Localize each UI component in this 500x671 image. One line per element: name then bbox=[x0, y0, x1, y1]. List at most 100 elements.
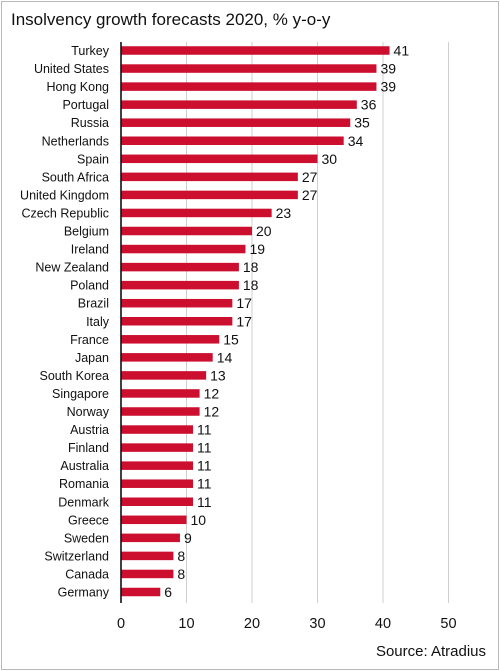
bar bbox=[121, 443, 194, 452]
category-label: Australia bbox=[60, 459, 109, 473]
category-label: Canada bbox=[65, 567, 109, 581]
category-label: Sweden bbox=[64, 531, 109, 545]
value-label: 17 bbox=[236, 313, 252, 329]
value-label: 8 bbox=[177, 566, 185, 582]
value-label: 11 bbox=[197, 458, 212, 474]
bar bbox=[121, 569, 174, 579]
x-tick-label: 0 bbox=[117, 616, 125, 632]
value-labels: 4139393635343027272320191818171715141312… bbox=[164, 43, 409, 601]
value-label: 9 bbox=[184, 530, 192, 546]
value-label: 27 bbox=[302, 187, 318, 203]
value-label: 35 bbox=[354, 115, 370, 131]
x-tick-label: 10 bbox=[178, 616, 194, 632]
category-label: Turkey bbox=[71, 44, 109, 58]
bar bbox=[121, 317, 233, 326]
bar bbox=[121, 136, 344, 145]
bar bbox=[121, 100, 357, 109]
category-label: Ireland bbox=[71, 243, 109, 257]
value-label: 30 bbox=[322, 151, 338, 167]
bar bbox=[121, 497, 194, 506]
bar bbox=[121, 461, 194, 470]
value-label: 39 bbox=[380, 79, 396, 95]
category-label: United Kingdom bbox=[20, 188, 109, 202]
bar bbox=[121, 64, 377, 73]
gridlines bbox=[186, 42, 449, 603]
category-label: Czech Republic bbox=[21, 206, 109, 220]
bar bbox=[121, 533, 180, 543]
category-label: South Korea bbox=[40, 369, 110, 383]
bar bbox=[121, 551, 174, 561]
category-label: Brazil bbox=[78, 297, 109, 311]
bar bbox=[121, 389, 200, 398]
category-label: Russia bbox=[71, 116, 109, 130]
value-label: 14 bbox=[217, 349, 233, 365]
value-label: 11 bbox=[197, 440, 212, 456]
value-label: 20 bbox=[256, 223, 272, 239]
category-labels: Turkey United States Hong Kong Portugal Russ… bbox=[20, 44, 110, 600]
x-tick-label: 50 bbox=[440, 616, 456, 632]
bar bbox=[121, 82, 377, 91]
value-label: 18 bbox=[243, 259, 259, 275]
bar bbox=[121, 46, 390, 55]
bars bbox=[121, 46, 390, 597]
bar bbox=[121, 587, 161, 597]
bar bbox=[121, 154, 318, 164]
bar bbox=[121, 425, 194, 434]
value-label: 11 bbox=[197, 476, 212, 492]
bar bbox=[121, 208, 272, 218]
x-tick-label: 20 bbox=[244, 616, 260, 632]
value-label: 19 bbox=[249, 241, 265, 257]
category-label: Switzerland bbox=[44, 549, 109, 563]
bar bbox=[121, 244, 246, 254]
category-label: New Zealand bbox=[35, 261, 109, 275]
bar bbox=[121, 335, 220, 344]
category-label: Germany bbox=[58, 586, 110, 600]
category-label: France bbox=[70, 333, 109, 347]
category-label: Hong Kong bbox=[46, 80, 109, 94]
value-label: 13 bbox=[210, 367, 226, 383]
category-label: South Africa bbox=[42, 170, 109, 184]
value-label: 12 bbox=[204, 385, 220, 401]
category-label: Poland bbox=[70, 279, 109, 293]
category-label: Romania bbox=[59, 477, 109, 491]
value-label: 17 bbox=[236, 295, 252, 311]
category-label: Italy bbox=[86, 315, 110, 329]
value-label: 6 bbox=[164, 584, 172, 600]
category-label: United States bbox=[34, 62, 109, 76]
value-label: 11 bbox=[197, 422, 212, 438]
bar bbox=[121, 280, 239, 290]
value-label: 10 bbox=[191, 512, 207, 528]
bar bbox=[121, 353, 213, 362]
x-tick-label: 30 bbox=[309, 616, 325, 632]
bar bbox=[121, 298, 233, 308]
category-label: Belgium bbox=[64, 225, 109, 239]
x-axis-ticks: 0 10 20 30 40 50 bbox=[117, 616, 457, 632]
value-label: 15 bbox=[223, 331, 239, 347]
bar bbox=[121, 479, 194, 488]
chart-source: Source: Atradius bbox=[375, 643, 486, 660]
category-label: Netherlands bbox=[42, 134, 109, 148]
value-label: 18 bbox=[243, 277, 259, 293]
value-label: 34 bbox=[348, 133, 364, 149]
category-label: Denmark bbox=[58, 495, 109, 509]
category-label: Norway bbox=[67, 405, 110, 419]
bar bbox=[121, 226, 252, 236]
value-label: 27 bbox=[302, 169, 318, 185]
bar bbox=[121, 515, 187, 525]
category-label: Singapore bbox=[52, 387, 109, 401]
value-label: 39 bbox=[380, 61, 396, 77]
value-label: 41 bbox=[394, 43, 410, 59]
category-label: Portugal bbox=[62, 98, 109, 112]
category-label: Austria bbox=[70, 423, 109, 437]
value-label: 23 bbox=[276, 205, 292, 221]
value-label: 11 bbox=[197, 494, 212, 510]
x-tick-label: 40 bbox=[375, 616, 391, 632]
bar bbox=[121, 407, 200, 416]
bar bbox=[121, 262, 239, 272]
category-label: Japan bbox=[75, 351, 109, 365]
bar bbox=[121, 371, 207, 380]
bar bbox=[121, 118, 351, 127]
value-label: 12 bbox=[204, 404, 220, 420]
